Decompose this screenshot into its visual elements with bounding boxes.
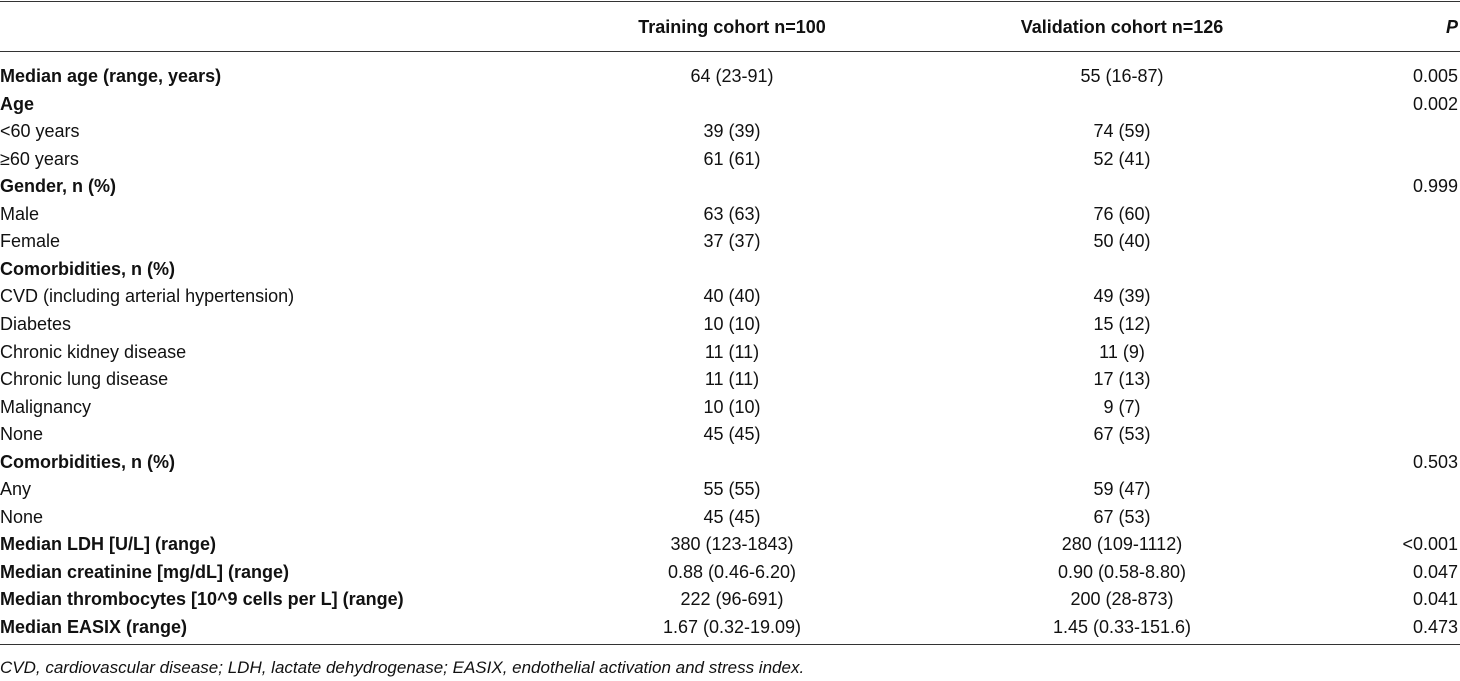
cell-training: 45 (45) [703,424,761,445]
cell-training: 39 (39) [703,121,761,142]
top-rule [0,1,1460,2]
row-heading: Comorbidities, n (%) [0,258,175,279]
cell-training: 1.67 (0.32-19.09) [662,617,802,637]
cell-p: 0.047 [1412,561,1458,582]
cell-training: 55 (55) [703,479,761,500]
header-cell: Training cohort n=100 [638,17,826,37]
cell-validation: 67 (53) [1093,424,1151,445]
footnote: CVD, cardiovascular disease; LDH, lactat… [0,658,805,677]
row-label: Malignancy [0,396,92,417]
row-label: CVD (including arterial hypertension) [0,286,295,307]
cell-p: 0.503 [1412,451,1458,472]
cell-training: 0.88 (0.46-6.20) [667,561,797,582]
row-heading: Median EASIX (range) [0,617,188,637]
row-heading: Age [0,93,35,114]
cell-validation: 11 (9) [1099,341,1145,362]
cell-validation: 67 (53) [1093,506,1151,527]
cell-p: 0.041 [1412,589,1458,610]
row-heading: Gender, n (%) [0,176,117,197]
cell-validation: 17 (13) [1093,369,1151,390]
cell-training: 40 (40) [703,286,761,307]
cell-p: <0.001 [1402,534,1458,555]
row-heading: Median thrombocytes [10^9 cells per L] (… [0,589,404,610]
row-label: Any [0,479,32,500]
cell-p: 0.473 [1412,617,1458,637]
cell-validation: 0.90 (0.58-8.80) [1057,561,1187,582]
row-label: None [0,506,44,527]
cell-p: 0.002 [1412,93,1458,114]
cell-validation: 55 (16-87) [1080,66,1164,86]
cell-training: 380 (123-1843) [670,534,794,555]
header-cell: P [1445,17,1458,37]
cell-training: 11 (11) [704,341,760,362]
cell-training: 37 (37) [703,231,761,252]
cell-validation: 49 (39) [1093,286,1151,307]
cell-validation: 59 (47) [1093,479,1151,500]
header-rule [0,51,1460,52]
cell-p: 0.999 [1412,176,1458,197]
cell-training: 64 (23-91) [690,66,774,86]
row-heading: Median LDH [U/L] (range) [0,534,216,555]
bottom-rule [0,644,1460,645]
cell-validation: 9 (7) [1103,396,1141,417]
cell-training: 61 (61) [703,148,761,169]
cell-validation: 280 (109-1112) [1061,534,1183,555]
cell-p: 0.005 [1412,66,1458,86]
row-label: Male [0,203,40,224]
cell-validation: 1.45 (0.33-151.6) [1052,617,1192,637]
cell-validation: 74 (59) [1093,121,1151,142]
cell-training: 222 (96-691) [680,589,784,610]
row-label: Diabetes [0,313,72,334]
row-heading: Comorbidities, n (%) [0,451,175,472]
cell-training: 11 (11) [704,369,760,390]
cell-training: 45 (45) [703,506,761,527]
row-label: Chronic kidney disease [0,341,187,362]
cell-validation: 200 (28-873) [1070,589,1174,610]
row-label: ≥60 years [0,148,79,169]
row-label: None [0,424,44,445]
row-heading: Median age (range, years) [0,66,222,86]
cell-validation: 50 (40) [1093,231,1151,252]
row-label: <60 years [0,121,80,142]
cell-training: 10 (10) [703,396,761,417]
cell-validation: 52 (41) [1093,148,1151,169]
header-cell: Validation cohort n=126 [1020,17,1224,37]
row-label: Chronic lung disease [0,369,169,390]
row-heading: Median creatinine [mg/dL] (range) [0,561,290,582]
cell-training: 63 (63) [703,203,761,224]
cell-validation: 76 (60) [1093,203,1151,224]
cell-validation: 15 (12) [1093,313,1151,334]
row-label: Female [0,231,61,252]
cell-training: 10 (10) [703,313,761,334]
